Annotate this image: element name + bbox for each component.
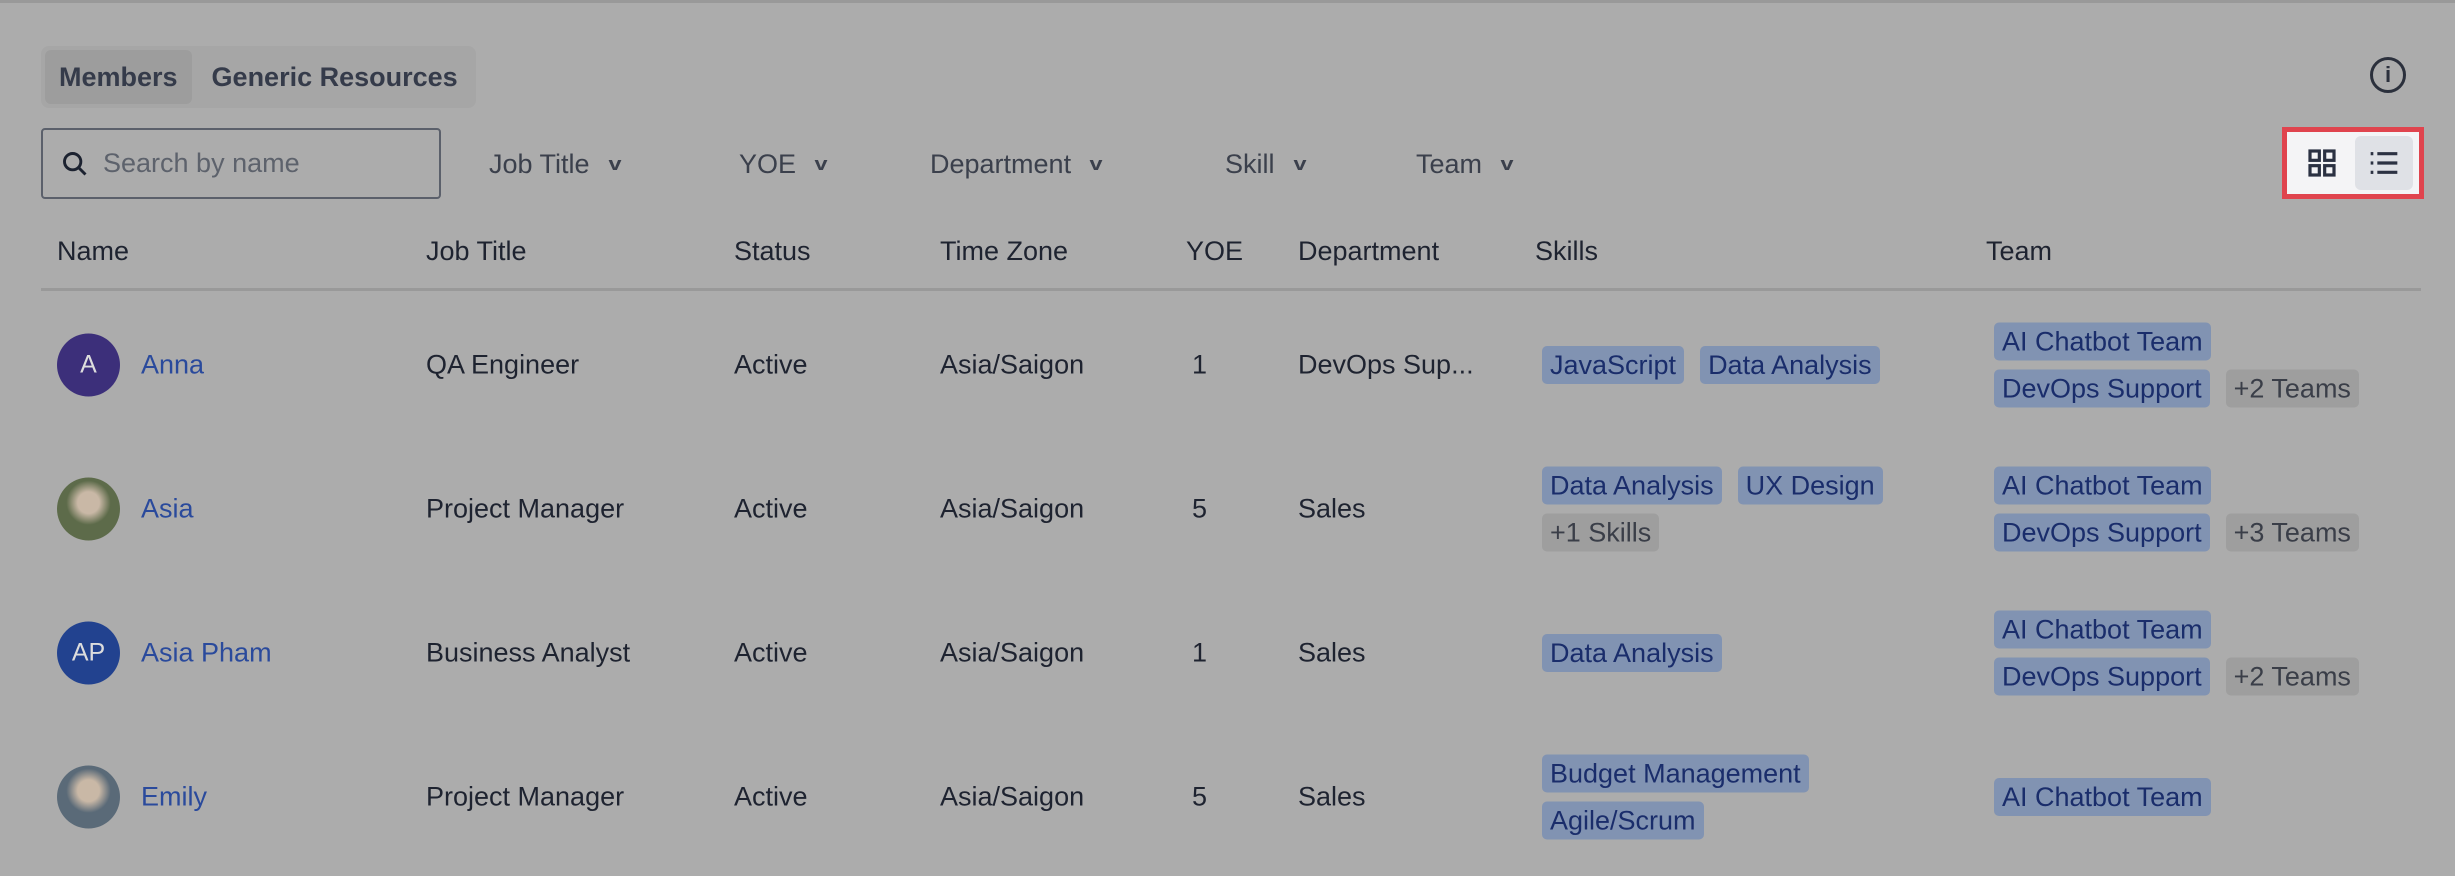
- filter-team[interactable]: Team v: [1416, 142, 1514, 186]
- more-teams-chip[interactable]: +2 Teams: [2225, 369, 2359, 408]
- member-name-link[interactable]: Asia: [141, 493, 194, 524]
- filter-label: YOE: [739, 148, 797, 179]
- department: DevOps Sup...: [1298, 349, 1474, 380]
- column-header-skills[interactable]: Skills: [1535, 236, 1599, 266]
- table-row[interactable]: AP Asia Pham Business Analyst Active Asi…: [0, 581, 2455, 725]
- more-skills-chip[interactable]: +1 Skills: [1542, 513, 1660, 552]
- skill-chip: Data Analysis: [1542, 634, 1722, 672]
- team-chip: AI Chatbot Team: [1994, 322, 2211, 361]
- chevron-down-icon: v: [1293, 153, 1307, 174]
- top-border: [0, 0, 2455, 3]
- job-title: Project Manager: [426, 781, 625, 812]
- member-name-link[interactable]: Asia Pham: [141, 637, 272, 668]
- status: Active: [734, 493, 808, 524]
- time-zone: Asia/Saigon: [940, 781, 1085, 812]
- tab-group: Members Generic Resources: [41, 46, 476, 108]
- avatar: A: [57, 333, 120, 397]
- yoe: 5: [1192, 781, 1208, 812]
- filter-label: Team: [1416, 148, 1483, 179]
- teams-list: AI Chatbot Team DevOps Support +2 Teams: [1994, 610, 2414, 696]
- skill-chip: Data Analysis: [1700, 346, 1880, 384]
- filter-label: Skill: [1225, 148, 1275, 179]
- search-field[interactable]: [41, 128, 441, 199]
- filter-label: Job Title: [489, 148, 590, 179]
- yoe: 1: [1192, 637, 1208, 668]
- status: Active: [734, 781, 808, 812]
- more-teams-chip[interactable]: +3 Teams: [2225, 513, 2359, 552]
- job-title: Project Manager: [426, 493, 625, 524]
- time-zone: Asia/Saigon: [940, 637, 1085, 668]
- yoe: 5: [1192, 493, 1208, 524]
- teams-list: AI Chatbot Team: [1994, 778, 2414, 816]
- chevron-down-icon: v: [608, 153, 622, 174]
- time-zone: Asia/Saigon: [940, 349, 1085, 380]
- time-zone: Asia/Saigon: [940, 493, 1085, 524]
- status: Active: [734, 637, 808, 668]
- department: Sales: [1298, 781, 1366, 812]
- avatar: AP: [57, 621, 120, 685]
- team-chip: AI Chatbot Team: [1994, 610, 2211, 649]
- avatar-initials: A: [80, 350, 97, 379]
- team-chip: AI Chatbot Team: [1994, 466, 2211, 505]
- tab-members[interactable]: Members: [45, 50, 192, 104]
- avatar-initials: AP: [71, 638, 106, 667]
- teams-list: AI Chatbot Team DevOps Support +2 Teams: [1994, 322, 2414, 408]
- job-title: QA Engineer: [426, 349, 580, 380]
- table-row[interactable]: Asia Project Manager Active Asia/Saigon …: [0, 437, 2455, 581]
- table-row[interactable]: Emily Project Manager Active Asia/Saigon…: [0, 725, 2455, 869]
- team-chip: DevOps Support: [1994, 369, 2210, 408]
- teams-list: AI Chatbot Team DevOps Support +3 Teams: [1994, 466, 2414, 552]
- skills-list: Data Analysis: [1542, 634, 1972, 672]
- member-name-link[interactable]: Emily: [141, 781, 207, 812]
- filter-skill[interactable]: Skill v: [1225, 142, 1307, 186]
- skill-chip: Data Analysis: [1542, 466, 1722, 505]
- avatar: [57, 477, 120, 541]
- header-divider: [41, 288, 2421, 291]
- skill-chip: JavaScript: [1542, 346, 1685, 384]
- search-icon: [63, 151, 87, 176]
- table-row[interactable]: A Anna QA Engineer Active Asia/Saigon 1 …: [0, 293, 2455, 437]
- column-header-name[interactable]: Name: [57, 236, 130, 266]
- department: Sales: [1298, 637, 1366, 668]
- skills-list: Data Analysis UX Design +1 Skills: [1542, 466, 1972, 552]
- skills-list: Budget Management Agile/Scrum: [1542, 754, 1972, 840]
- column-header-team[interactable]: Team: [1986, 236, 2053, 266]
- list-view-button[interactable]: [2355, 136, 2413, 190]
- tab-generic-resources[interactable]: Generic Resources: [211, 61, 458, 92]
- info-icon[interactable]: i: [2370, 57, 2406, 93]
- search-input[interactable]: [103, 148, 423, 179]
- chevron-down-icon: v: [814, 153, 828, 174]
- avatar: [57, 765, 120, 829]
- skill-chip: Agile/Scrum: [1542, 801, 1704, 840]
- filter-job-title[interactable]: Job Title v: [489, 142, 622, 186]
- filter-department[interactable]: Department v: [930, 142, 1103, 186]
- status: Active: [734, 349, 808, 380]
- grid-view-button[interactable]: [2293, 136, 2351, 190]
- job-title: Business Analyst: [426, 637, 631, 668]
- chevron-down-icon: v: [1500, 153, 1514, 174]
- skills-list: JavaScript Data Analysis: [1542, 346, 1972, 384]
- column-header-department[interactable]: Department: [1298, 236, 1440, 266]
- grid-icon: [2308, 149, 2336, 177]
- yoe: 1: [1192, 349, 1208, 380]
- department: Sales: [1298, 493, 1366, 524]
- team-chip: AI Chatbot Team: [1994, 778, 2211, 816]
- list-icon: [2370, 152, 2398, 174]
- filter-label: Department: [930, 148, 1072, 179]
- filter-yoe[interactable]: YOE v: [739, 142, 828, 186]
- view-toggle: [2282, 127, 2424, 199]
- column-header-job-title[interactable]: Job Title: [426, 236, 527, 266]
- column-header-yoe[interactable]: YOE: [1186, 236, 1244, 266]
- column-header-time-zone[interactable]: Time Zone: [940, 236, 1069, 266]
- skill-chip: Budget Management: [1542, 754, 1809, 793]
- member-name-link[interactable]: Anna: [141, 349, 205, 380]
- column-header-status[interactable]: Status: [734, 236, 811, 266]
- team-chip: DevOps Support: [1994, 657, 2210, 696]
- more-teams-chip[interactable]: +2 Teams: [2225, 657, 2359, 696]
- team-chip: DevOps Support: [1994, 513, 2210, 552]
- skill-chip: UX Design: [1737, 466, 1883, 505]
- chevron-down-icon: v: [1089, 153, 1103, 174]
